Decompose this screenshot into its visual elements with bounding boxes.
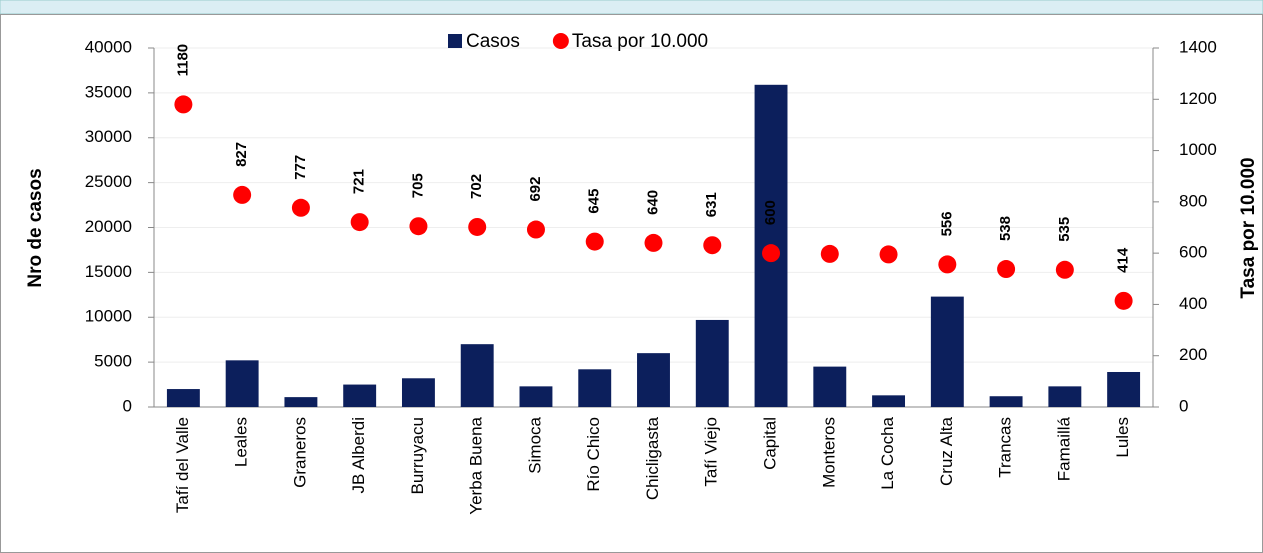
legend-label: Tasa por 10.000 [572, 31, 708, 52]
x-tick-label: Tafí del Valle [173, 417, 192, 513]
y-tick-label: 40000 [85, 37, 132, 56]
dot [820, 244, 839, 263]
data-label: 721 [351, 169, 368, 194]
y2-tick-label: 1000 [1179, 140, 1217, 159]
y-tick-label: 25000 [85, 172, 132, 191]
legend-swatch [552, 33, 569, 49]
y2-tick-label: 1400 [1179, 37, 1217, 56]
data-label: 538 [997, 216, 1014, 241]
bar [930, 296, 964, 407]
y-tick-label: 15000 [85, 262, 132, 281]
data-label: 692 [527, 177, 544, 202]
x-tick-label: Yerba Buena [467, 416, 486, 514]
y-tick-label: 30000 [85, 127, 132, 146]
dot [1114, 291, 1133, 310]
y-tick-label: 20000 [85, 217, 132, 236]
dot [350, 213, 369, 232]
bar [166, 389, 200, 407]
data-label: 1180 [174, 44, 191, 77]
bar [695, 319, 729, 407]
x-tick-label: La Cocha [878, 416, 897, 489]
bar [1048, 386, 1082, 407]
x-tick-label: Graneros [290, 417, 309, 488]
legend-swatch [448, 34, 462, 48]
x-tick-label: Monteros [819, 417, 838, 488]
data-label: 600 [762, 200, 779, 225]
data-label: 777 [292, 155, 309, 180]
dot [233, 185, 252, 204]
dot [409, 217, 428, 236]
x-tick-label: Simoca [525, 416, 544, 473]
dot [644, 233, 663, 252]
data-label: 705 [409, 173, 426, 198]
legend-label: Casos [466, 31, 520, 52]
x-tick-label: Capital [761, 417, 780, 470]
dot [703, 236, 722, 255]
x-tick-label: Cruz Alta [937, 416, 956, 486]
y-tick-label: 0 [123, 396, 132, 415]
bar [343, 384, 377, 407]
data-label: 645 [586, 189, 603, 214]
y-tick-label: 10000 [85, 307, 132, 326]
bar [1107, 371, 1141, 407]
bar [225, 360, 259, 407]
x-tick-label: JB Alberdi [349, 417, 368, 494]
dot [1055, 260, 1074, 279]
x-tick-label: Famaillá [1054, 416, 1073, 481]
bar [872, 395, 906, 407]
x-tick-label: Chicligasta [643, 416, 662, 500]
dot [938, 255, 957, 274]
dot [468, 217, 487, 236]
data-label: 556 [938, 211, 955, 236]
x-tick-label: Tafí Viejo [702, 417, 721, 487]
bar [989, 396, 1023, 407]
x-tick-label: Leales [232, 417, 251, 467]
y2-tick-label: 800 [1179, 191, 1207, 210]
y2-tick-label: 400 [1179, 294, 1207, 313]
chart-frame [0, 14, 1263, 553]
y2-tick-label: 600 [1179, 243, 1207, 262]
y-axis-title: Nro de casos [25, 168, 46, 287]
bar [578, 369, 612, 407]
data-label: 702 [468, 174, 485, 199]
bar [401, 378, 435, 407]
x-tick-label: Burruyacu [408, 417, 427, 494]
x-tick-label: Trancas [996, 417, 1015, 478]
dot [879, 245, 898, 264]
dot [762, 244, 781, 263]
bar [637, 353, 670, 407]
data-label: 827 [233, 142, 250, 167]
y2-tick-label: 200 [1179, 345, 1207, 364]
y-tick-label: 35000 [85, 82, 132, 101]
data-label: 535 [1056, 217, 1073, 242]
dot [585, 232, 604, 251]
y2-axis-title: Tasa por 10.000 [1238, 157, 1259, 298]
y2-tick-label: 1200 [1179, 89, 1217, 108]
bar [460, 344, 494, 407]
bar [284, 397, 318, 407]
bar [813, 366, 847, 407]
bar [519, 386, 553, 407]
y-tick-label: 5000 [94, 352, 132, 371]
x-tick-label: Río Chico [584, 417, 603, 492]
x-tick-label: Lules [1113, 417, 1132, 458]
header-strip [0, 0, 1263, 15]
dot [526, 220, 545, 239]
data-label: 640 [644, 190, 661, 215]
dot [174, 95, 193, 114]
dot [291, 198, 310, 217]
data-label: 631 [703, 192, 720, 217]
dot [997, 260, 1016, 279]
y2-tick-label: 0 [1179, 396, 1188, 415]
data-label: 414 [1115, 247, 1132, 273]
